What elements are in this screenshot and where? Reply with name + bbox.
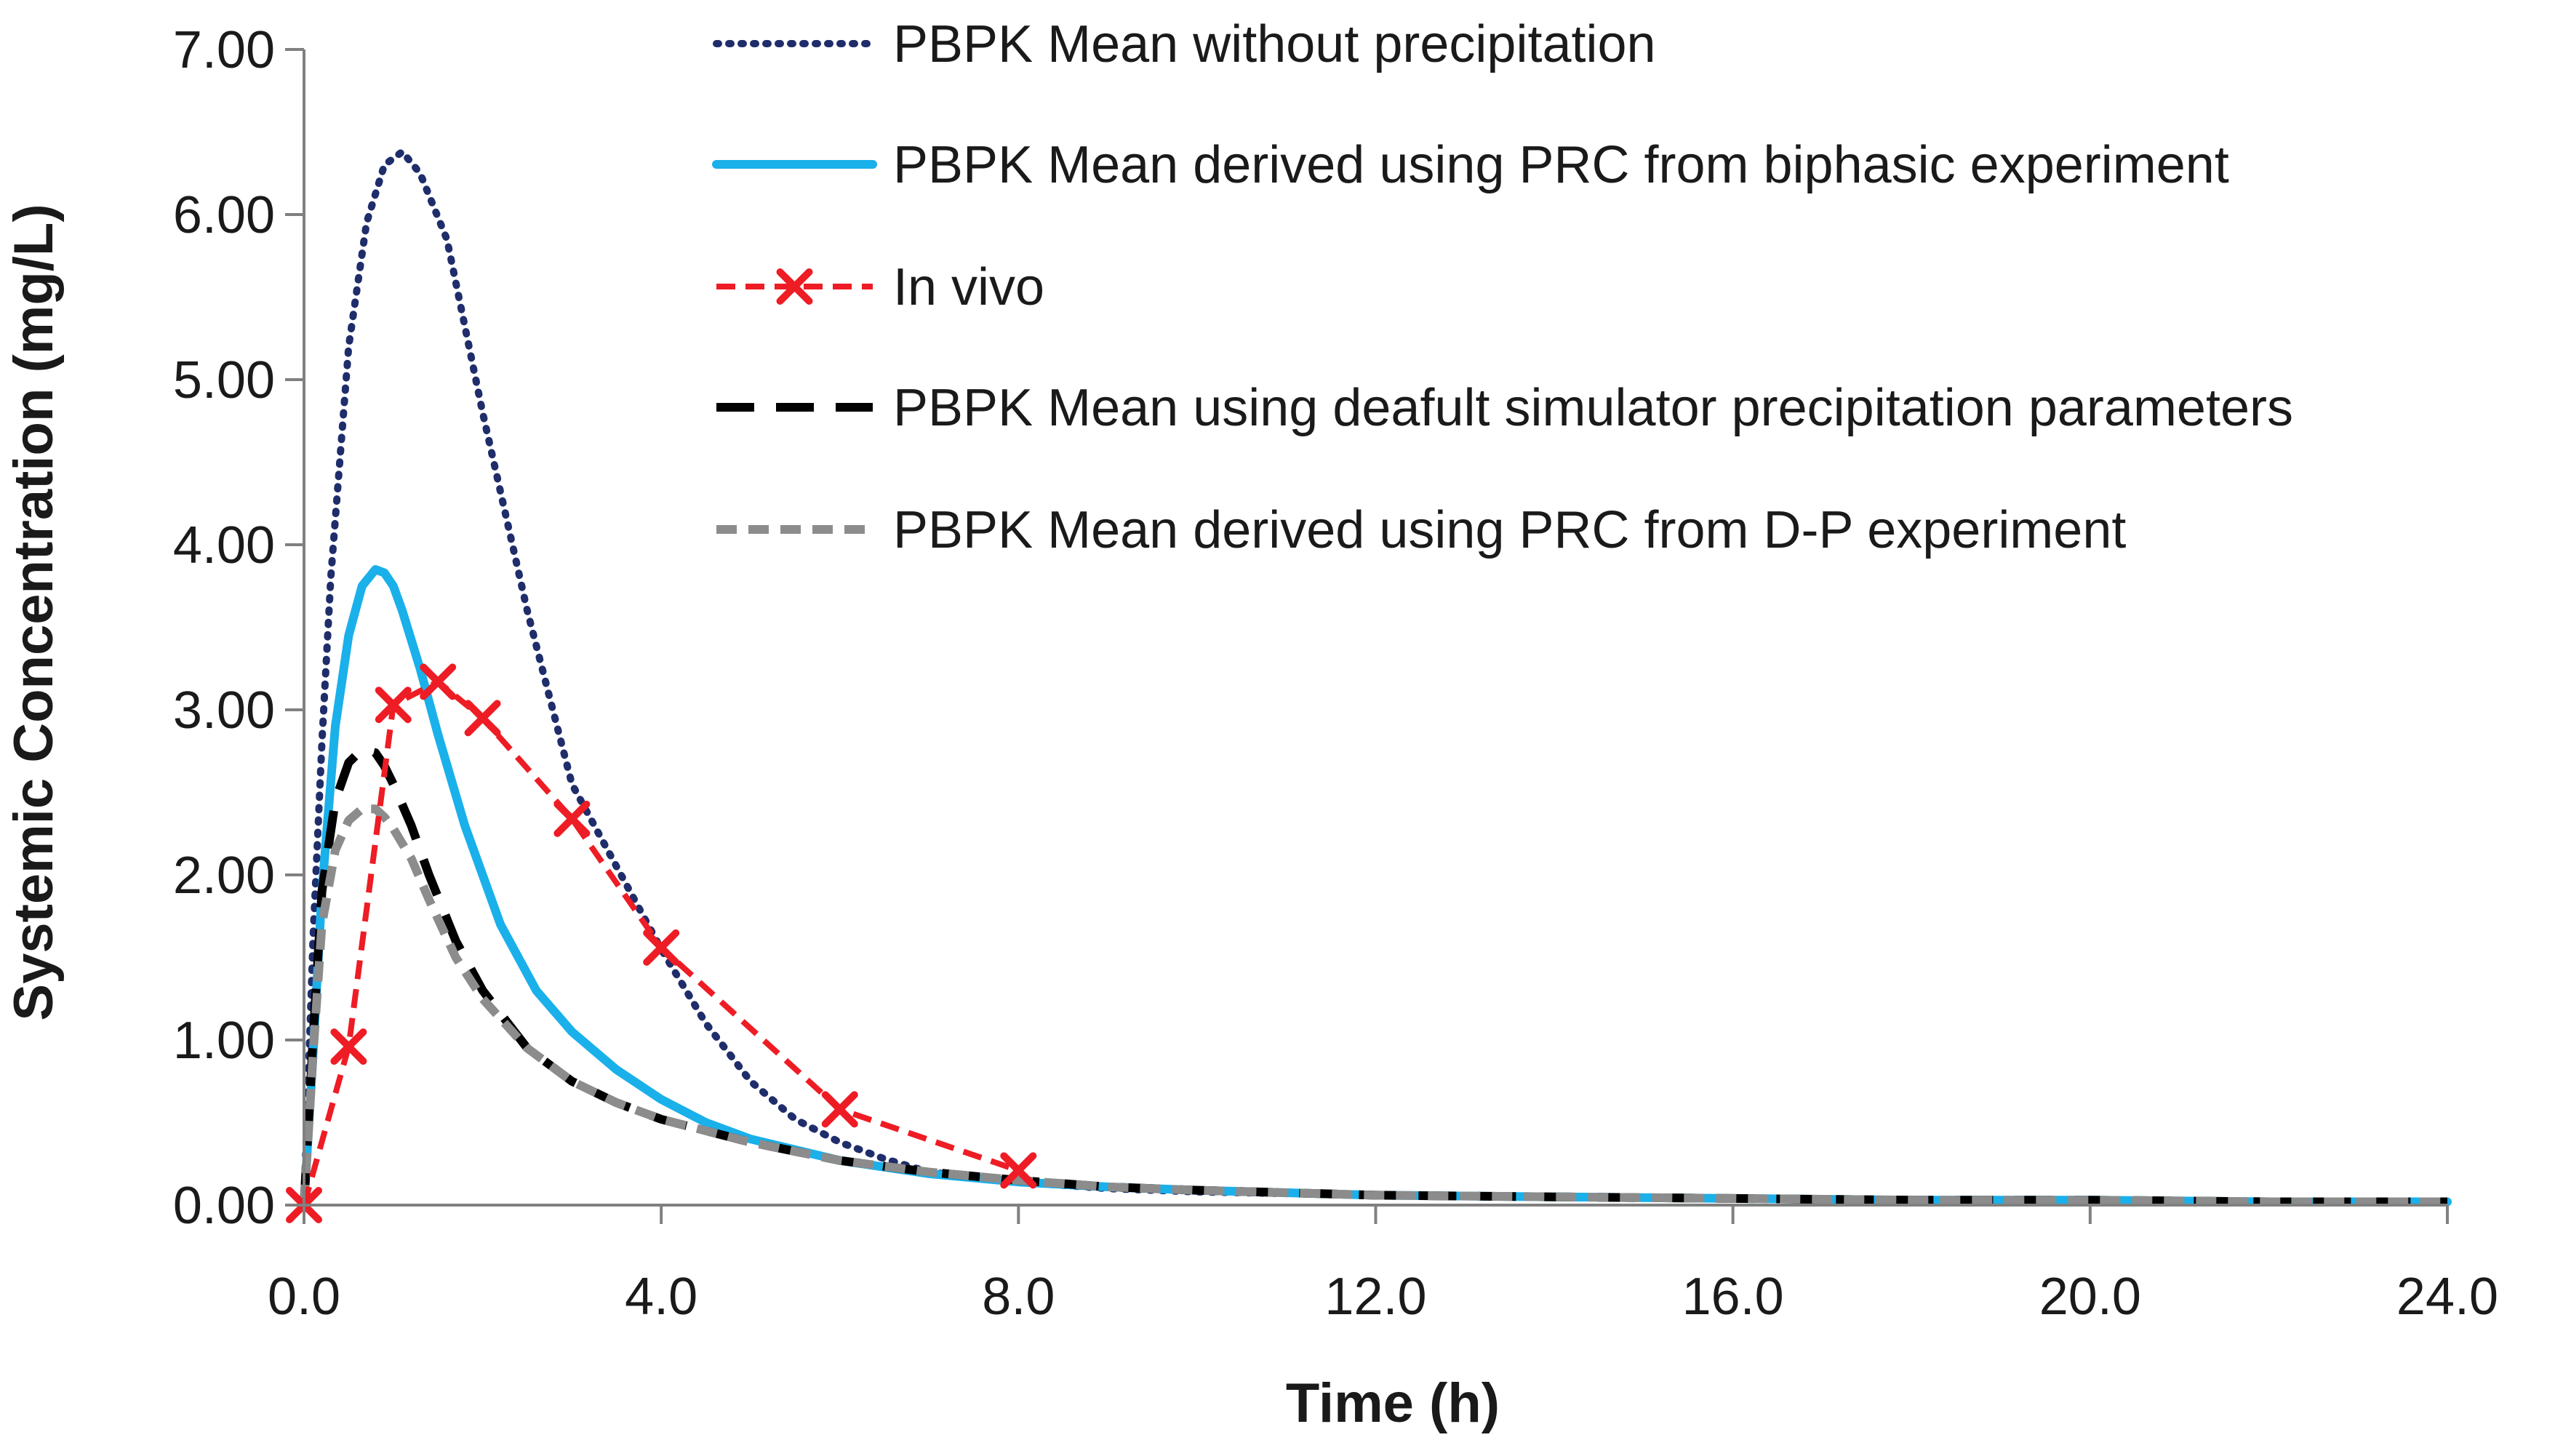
x-axis-title: Time (h) (1286, 1372, 1500, 1434)
ticks: 0.00 1.00 2.00 3.00 4.00 5.00 6.00 7.00 0.0 4.0 8.… (173, 21, 2498, 1326)
y-tick-label: 7.00 (173, 21, 275, 79)
data-point-in-vivo (643, 929, 680, 966)
marker-stroke (1000, 1152, 1037, 1189)
marker-stroke (375, 687, 412, 724)
marker-stroke (464, 700, 501, 737)
y-tick-label: 2.00 (173, 847, 275, 905)
series-line-0 (300, 148, 2451, 1209)
marker-stroke (643, 929, 680, 966)
legend: PBPK Mean without precipitation PBPK Mean… (712, 15, 2293, 559)
x-tick-label: 4.0 (625, 1268, 697, 1326)
legend-label-0: PBPK Mean without precipitation (893, 15, 1656, 73)
legend-label-3: PBPK Mean using deafult simulator precip… (893, 379, 2293, 437)
marker-stroke (776, 268, 813, 305)
axes (303, 49, 2447, 1207)
plot-markers (286, 663, 1037, 1223)
legend-label-4: PBPK Mean derived using PRC from D-P exp… (893, 501, 2126, 559)
y-axis-title: Systemic Concentration (mg/L) (3, 204, 65, 1020)
data-point-in-vivo (464, 700, 501, 737)
series-line-3 (300, 745, 2447, 1207)
x-tick-label: 24.0 (2396, 1268, 2498, 1326)
plot-lines (300, 148, 2452, 1209)
legend-label-2: In vivo (893, 258, 1044, 316)
series-line-4 (300, 804, 2447, 1207)
marker-stroke (821, 1091, 858, 1128)
data-point-in-vivo (330, 1028, 367, 1065)
y-tick-label: 3.00 (173, 681, 275, 740)
y-tick-label: 5.00 (173, 351, 275, 409)
data-point-in-vivo (375, 687, 412, 724)
x-tick-label: 12.0 (1324, 1268, 1426, 1326)
data-point-in-vivo (420, 663, 457, 700)
y-tick-label: 6.00 (173, 186, 275, 244)
x-tick-label: 20.0 (2039, 1268, 2141, 1326)
x-tick-label: 16.0 (1682, 1268, 1784, 1326)
y-tick-label: 0.00 (173, 1177, 275, 1235)
marker-stroke (553, 800, 591, 837)
x-tick-label: 0.0 (268, 1268, 340, 1326)
data-point-in-vivo (821, 1091, 858, 1128)
data-point-in-vivo (1000, 1152, 1037, 1189)
data-point-in-vivo (553, 800, 591, 837)
y-tick-label: 4.00 (173, 516, 275, 575)
x-tick-label: 8.0 (982, 1268, 1055, 1326)
marker-stroke (420, 663, 457, 700)
marker-stroke (330, 1028, 367, 1065)
legend-label-1: PBPK Mean derived using PRC from biphasi… (893, 136, 2229, 194)
y-tick-label: 1.00 (173, 1012, 275, 1070)
legend-marker (776, 268, 813, 305)
